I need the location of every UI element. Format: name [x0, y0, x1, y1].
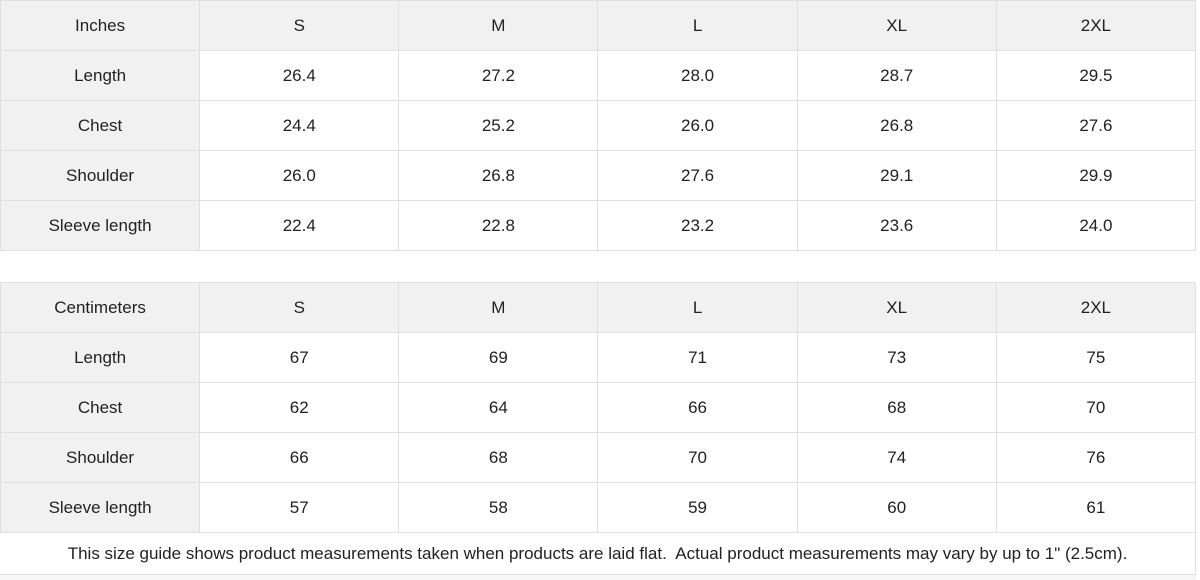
table-row: Sleeve length 57 58 59 60 61 [0, 482, 1197, 533]
size-guide-note: This size guide shows product measuremen… [0, 533, 1196, 575]
size-value: 66 [597, 382, 798, 433]
size-value: 28.7 [796, 50, 997, 101]
size-value: 59 [597, 482, 798, 533]
size-value: 24.4 [199, 100, 400, 151]
column-header-xl: XL [796, 0, 997, 51]
size-value: 66 [199, 432, 400, 483]
size-value: 75 [995, 332, 1197, 383]
bottom-row-edge [0, 575, 1196, 580]
column-header-s: S [199, 0, 400, 51]
size-value: 69 [398, 332, 599, 383]
row-label-sleeve-length: Sleeve length [0, 482, 201, 533]
size-value: 64 [398, 382, 599, 433]
column-header-xl: XL [796, 282, 997, 333]
size-value: 70 [597, 432, 798, 483]
size-value: 29.5 [995, 50, 1197, 101]
size-value: 24.0 [995, 200, 1197, 251]
size-value: 70 [995, 382, 1197, 433]
table-row: Shoulder 66 68 70 74 76 [0, 432, 1197, 483]
size-value: 22.8 [398, 200, 599, 251]
row-label-shoulder: Shoulder [0, 432, 201, 483]
size-value: 68 [398, 432, 599, 483]
row-label-length: Length [0, 332, 201, 383]
size-value: 76 [995, 432, 1197, 483]
size-value: 27.6 [597, 150, 798, 201]
size-value: 27.6 [995, 100, 1197, 151]
row-label-sleeve-length: Sleeve length [0, 200, 201, 251]
size-value: 71 [597, 332, 798, 383]
table-row: Chest 62 64 66 68 70 [0, 382, 1197, 433]
size-table-centimeters: Centimeters S M L XL 2XL Length 67 69 71… [0, 282, 1197, 533]
size-value: 29.9 [995, 150, 1197, 201]
row-label-chest: Chest [0, 100, 201, 151]
size-value: 62 [199, 382, 400, 433]
row-label-length: Length [0, 50, 201, 101]
size-value: 74 [796, 432, 997, 483]
size-value: 67 [199, 332, 400, 383]
table-row: Shoulder 26.0 26.8 27.6 29.1 29.9 [0, 150, 1197, 201]
size-value: 26.8 [398, 150, 599, 201]
column-header-2xl: 2XL [995, 282, 1197, 333]
table-row: Length 67 69 71 73 75 [0, 332, 1197, 383]
row-label-chest: Chest [0, 382, 201, 433]
unit-header-centimeters: Centimeters [0, 282, 201, 333]
table-row: Chest 24.4 25.2 26.0 26.8 27.6 [0, 100, 1197, 151]
size-value: 27.2 [398, 50, 599, 101]
table-row: Length 26.4 27.2 28.0 28.7 29.5 [0, 50, 1197, 101]
size-value: 25.2 [398, 100, 599, 151]
table-gap [0, 251, 1196, 282]
size-value: 26.4 [199, 50, 400, 101]
table-header-row: Inches S M L XL 2XL [0, 0, 1197, 51]
size-value: 60 [796, 482, 997, 533]
size-value: 73 [796, 332, 997, 383]
column-header-s: S [199, 282, 400, 333]
unit-header-inches: Inches [0, 0, 201, 51]
size-value: 29.1 [796, 150, 997, 201]
size-value: 26.8 [796, 100, 997, 151]
size-value: 23.6 [796, 200, 997, 251]
size-value: 68 [796, 382, 997, 433]
column-header-l: L [597, 282, 798, 333]
size-table-inches: Inches S M L XL 2XL Length 26.4 27.2 28.… [0, 0, 1197, 251]
column-header-2xl: 2XL [995, 0, 1197, 51]
size-value: 58 [398, 482, 599, 533]
size-value: 61 [995, 482, 1197, 533]
table-header-row: Centimeters S M L XL 2XL [0, 282, 1197, 333]
column-header-l: L [597, 0, 798, 51]
column-header-m: M [398, 0, 599, 51]
table-row: Sleeve length 22.4 22.8 23.2 23.6 24.0 [0, 200, 1197, 251]
column-header-m: M [398, 282, 599, 333]
row-label-shoulder: Shoulder [0, 150, 201, 201]
size-value: 26.0 [597, 100, 798, 151]
size-value: 22.4 [199, 200, 400, 251]
size-value: 23.2 [597, 200, 798, 251]
size-value: 57 [199, 482, 400, 533]
size-value: 26.0 [199, 150, 400, 201]
size-value: 28.0 [597, 50, 798, 101]
size-guide-note-text: This size guide shows product measuremen… [67, 543, 1128, 563]
